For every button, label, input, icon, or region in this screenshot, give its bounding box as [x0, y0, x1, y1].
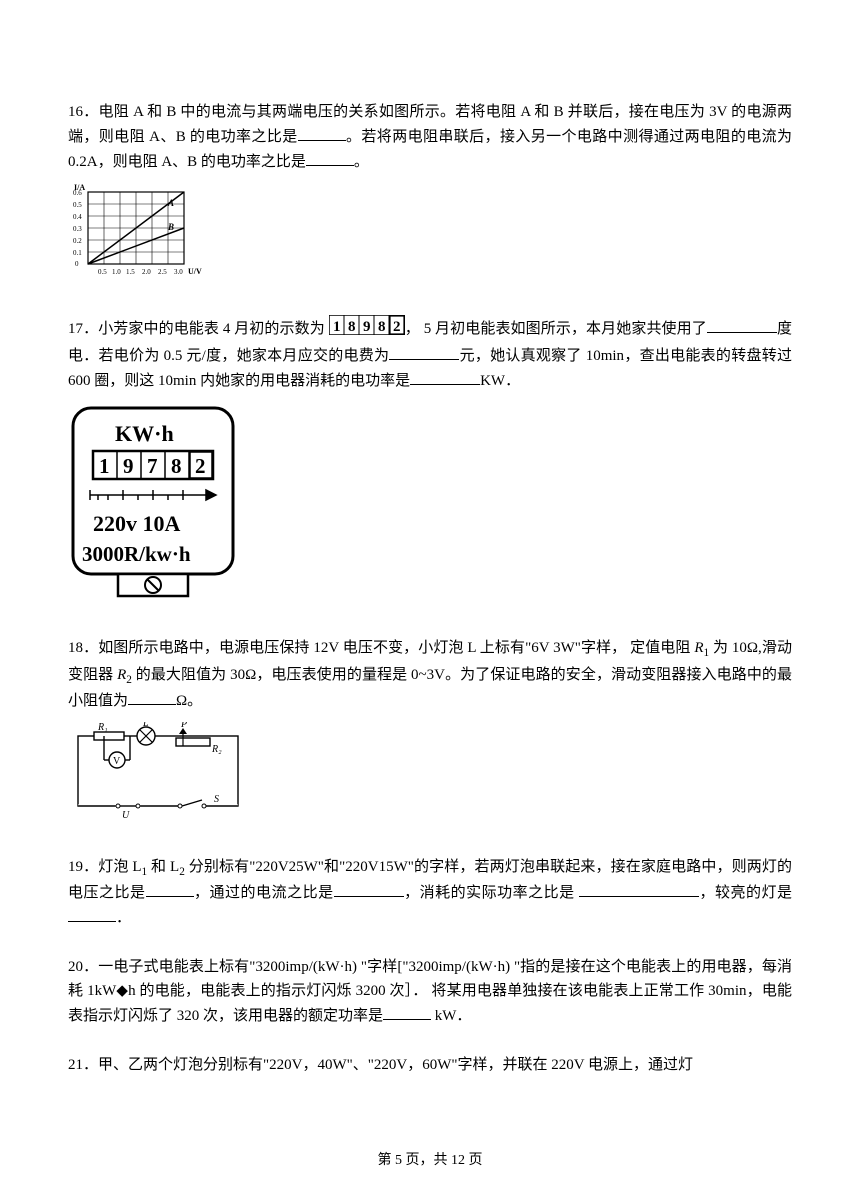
svg-text:1.5: 1.5: [126, 268, 135, 276]
blank: [146, 882, 194, 897]
blank: [579, 882, 699, 897]
blank: [334, 882, 404, 897]
blank: [389, 345, 459, 360]
q17-text2: ， 5 月初电能表如图所示，本月她家共使用了: [405, 321, 707, 337]
question-21: 21．甲、乙两个灯泡分别标有"220V，40W"、"220V，60W"字样，并联…: [68, 1053, 792, 1078]
blank: [298, 126, 346, 141]
svg-text:0.6: 0.6: [73, 189, 82, 197]
q18-r1: R1: [694, 640, 709, 656]
svg-text:B: B: [167, 222, 174, 232]
svg-text:0.5: 0.5: [73, 201, 82, 209]
circuit-diagram: R₁ L P R₂ V U S: [68, 722, 792, 831]
svg-text:9: 9: [123, 454, 134, 478]
q19-text1: 19．灯泡 L: [68, 859, 142, 875]
svg-text:U: U: [122, 810, 130, 821]
svg-text:0.4: 0.4: [73, 213, 82, 221]
blank: [68, 907, 116, 922]
q19-text2: 和 L: [147, 859, 179, 875]
q17-text1: 17．小芳家中的电能表 4 月初的示数为: [68, 321, 329, 337]
q18-text1: 18．如图所示电路中，电源电压保持 12V 电压不变，小灯泡 L 上标有"6V …: [68, 640, 694, 656]
svg-text:2.0: 2.0: [142, 268, 151, 276]
blank: [128, 690, 176, 705]
meter-spec1: 220v 10A: [93, 511, 181, 536]
q21-text1: 21．甲、乙两个灯泡分别标有"220V，40W"、"220V，60W"字样，并联…: [68, 1057, 693, 1073]
meter-spec2: 3000R/kw·h: [82, 542, 191, 566]
svg-text:A: A: [167, 198, 174, 208]
svg-text:9: 9: [363, 319, 371, 335]
svg-text:L: L: [142, 722, 149, 729]
blank: [383, 1005, 431, 1020]
q20-text2: kW．: [431, 1008, 471, 1024]
question-18: 18．如图所示电路中，电源电压保持 12V 电压不变，小灯泡 L 上标有"6V …: [68, 636, 792, 831]
question-20: 20．一电子式电能表上标有"3200imp/(kW·h) "字样["3200im…: [68, 955, 792, 1029]
q19-text6: ，较亮的灯是: [699, 885, 792, 901]
svg-text:S: S: [214, 794, 219, 805]
svg-text:0.5: 0.5: [98, 268, 107, 276]
energy-meter: KW·h 1 9 7 8 2 220: [68, 403, 792, 612]
svg-text:2.5: 2.5: [158, 268, 167, 276]
q16-text3: 。: [354, 154, 369, 170]
svg-text:3.0: 3.0: [174, 268, 183, 276]
svg-text:7: 7: [147, 454, 158, 478]
svg-text:2: 2: [195, 454, 206, 478]
blank: [707, 318, 777, 333]
q19-text5: ，消耗的实际功率之比是: [404, 885, 575, 901]
svg-text:1.0: 1.0: [112, 268, 121, 276]
svg-text:0: 0: [75, 260, 79, 268]
svg-text:0.1: 0.1: [73, 249, 82, 257]
initial-reading-display: 1 8 9 8 2: [329, 315, 405, 344]
svg-text:R₁: R₁: [97, 722, 108, 733]
svg-text:8: 8: [348, 319, 356, 335]
svg-text:1: 1: [333, 319, 341, 335]
blank: [306, 151, 354, 166]
q19-text7: ．: [116, 910, 131, 926]
svg-text:V: V: [113, 756, 121, 767]
svg-text:1: 1: [99, 454, 110, 478]
question-19: 19．灯泡 L1 和 L2 分别标有"220V25W"和"220V15W"的字样…: [68, 855, 792, 931]
page-footer: 第 5 页，共 12 页: [0, 1149, 860, 1169]
svg-text:2: 2: [393, 319, 401, 335]
svg-text:0.2: 0.2: [73, 237, 82, 245]
svg-text:8: 8: [378, 319, 386, 335]
question-16: 16．电阻 A 和 B 中的电流与其两端电压的关系如图所示。若将电阻 A 和 B…: [68, 100, 792, 291]
q18-r2: R2: [117, 667, 132, 683]
svg-text:8: 8: [171, 454, 182, 478]
question-17: 17．小芳家中的电能表 4 月初的示数为 1 8 9 8 2 ， 5 月初电能表…: [68, 315, 792, 612]
x-axis-label: U/V: [188, 267, 202, 276]
y-ticks: 0 0.1 0.2 0.3 0.4 0.5 0.6: [73, 189, 82, 268]
q19-text4: ，通过的电流之比是: [194, 885, 334, 901]
svg-text:R₂: R₂: [211, 744, 222, 755]
svg-text:0.3: 0.3: [73, 225, 82, 233]
iv-chart: I/A A B 0 0.1 0.2 0.3: [68, 182, 792, 291]
svg-text:P: P: [180, 722, 187, 730]
meter-unit: KW·h: [115, 421, 174, 446]
q17-text5: KW．: [480, 373, 520, 389]
q18-text4: Ω。: [176, 693, 202, 709]
blank: [410, 370, 480, 385]
x-ticks: 0.5 1.0 1.5 2.0 2.5 3.0: [98, 268, 183, 276]
